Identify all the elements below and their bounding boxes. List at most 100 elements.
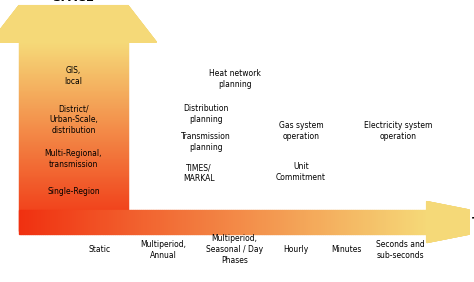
Polygon shape [19, 203, 128, 204]
Polygon shape [353, 210, 355, 234]
Polygon shape [331, 210, 333, 234]
Polygon shape [19, 49, 128, 50]
Polygon shape [19, 171, 128, 172]
Polygon shape [227, 210, 229, 234]
Text: Distribution
planning: Distribution planning [183, 104, 229, 124]
Polygon shape [123, 210, 125, 234]
Polygon shape [204, 210, 207, 234]
Polygon shape [272, 210, 274, 234]
Polygon shape [131, 210, 133, 234]
Polygon shape [19, 84, 128, 85]
Polygon shape [19, 50, 128, 51]
Polygon shape [19, 78, 128, 79]
Polygon shape [129, 210, 131, 234]
Polygon shape [176, 210, 178, 234]
Polygon shape [19, 107, 128, 109]
Polygon shape [300, 210, 302, 234]
Polygon shape [19, 114, 128, 115]
Polygon shape [19, 164, 128, 165]
Polygon shape [333, 210, 335, 234]
Polygon shape [170, 210, 172, 234]
Polygon shape [296, 210, 298, 234]
Polygon shape [19, 86, 128, 87]
Polygon shape [19, 157, 128, 158]
Polygon shape [19, 82, 128, 83]
Polygon shape [19, 85, 128, 86]
Polygon shape [19, 207, 128, 208]
Polygon shape [221, 210, 223, 234]
Polygon shape [19, 58, 128, 59]
Text: Multiperiod,
Seasonal / Day
Phases: Multiperiod, Seasonal / Day Phases [206, 234, 263, 265]
Polygon shape [337, 210, 339, 234]
Polygon shape [194, 210, 196, 234]
Polygon shape [419, 210, 420, 234]
Polygon shape [19, 95, 128, 96]
Polygon shape [257, 210, 259, 234]
Polygon shape [278, 210, 280, 234]
Polygon shape [19, 209, 128, 210]
Polygon shape [94, 210, 96, 234]
Polygon shape [19, 200, 128, 201]
Polygon shape [19, 138, 128, 139]
Polygon shape [245, 210, 247, 234]
Polygon shape [168, 210, 170, 234]
Polygon shape [367, 210, 370, 234]
Polygon shape [398, 210, 400, 234]
Polygon shape [268, 210, 270, 234]
Polygon shape [178, 210, 180, 234]
Polygon shape [259, 210, 262, 234]
Polygon shape [60, 210, 62, 234]
Polygon shape [19, 90, 128, 91]
Polygon shape [19, 186, 128, 187]
Polygon shape [372, 210, 374, 234]
Polygon shape [241, 210, 243, 234]
Polygon shape [237, 210, 239, 234]
Polygon shape [19, 220, 128, 221]
Polygon shape [110, 210, 113, 234]
Polygon shape [19, 222, 128, 223]
Polygon shape [19, 126, 128, 127]
Polygon shape [19, 144, 128, 145]
Polygon shape [19, 127, 128, 128]
Text: TIME: TIME [472, 215, 474, 229]
Polygon shape [19, 230, 128, 231]
Polygon shape [39, 210, 41, 234]
Polygon shape [55, 210, 58, 234]
Polygon shape [19, 93, 128, 94]
Polygon shape [19, 47, 128, 48]
Polygon shape [19, 201, 128, 202]
Polygon shape [19, 115, 128, 116]
Polygon shape [19, 198, 128, 199]
Polygon shape [19, 131, 128, 132]
Polygon shape [412, 210, 414, 234]
Polygon shape [19, 199, 128, 200]
Polygon shape [19, 217, 128, 218]
Polygon shape [386, 210, 388, 234]
Polygon shape [343, 210, 345, 234]
Polygon shape [19, 163, 128, 164]
Polygon shape [361, 210, 364, 234]
Polygon shape [290, 210, 292, 234]
Polygon shape [117, 210, 119, 234]
Polygon shape [19, 132, 128, 133]
Polygon shape [137, 210, 139, 234]
Text: Hourly: Hourly [283, 245, 309, 254]
Polygon shape [52, 210, 54, 234]
Polygon shape [270, 210, 272, 234]
Polygon shape [19, 165, 128, 166]
Polygon shape [41, 210, 44, 234]
Polygon shape [182, 210, 184, 234]
Polygon shape [19, 206, 128, 207]
Polygon shape [19, 179, 128, 180]
Polygon shape [19, 44, 128, 45]
Polygon shape [390, 210, 392, 234]
Polygon shape [280, 210, 282, 234]
Polygon shape [19, 140, 128, 142]
Text: GIS,
local: GIS, local [64, 66, 82, 86]
Polygon shape [19, 80, 128, 81]
Polygon shape [309, 210, 310, 234]
Polygon shape [19, 167, 128, 168]
Polygon shape [54, 210, 55, 234]
Polygon shape [406, 210, 408, 234]
Polygon shape [19, 152, 128, 153]
